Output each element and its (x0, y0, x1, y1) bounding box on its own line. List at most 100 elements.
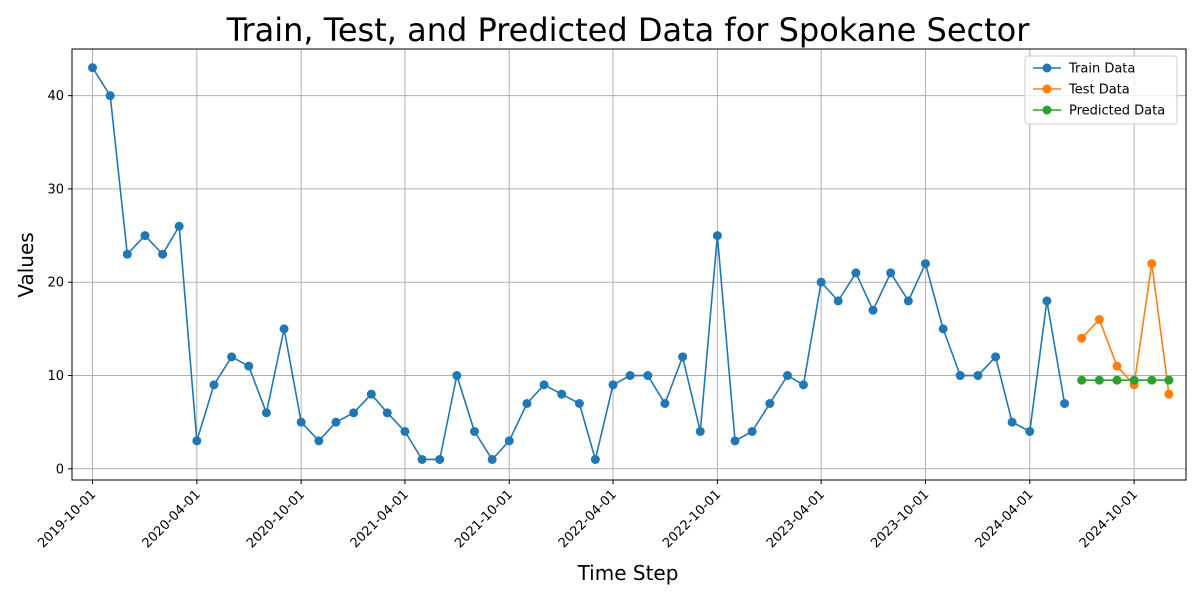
x-tick-label: 2022-04-01 (556, 487, 620, 551)
data-point (816, 277, 826, 287)
legend-marker (1042, 105, 1052, 115)
data-point (417, 454, 427, 464)
data-point (140, 231, 150, 241)
legend-entry: Train Data (1033, 62, 1135, 77)
data-point (625, 371, 635, 381)
series-0 (88, 63, 1070, 464)
data-point (469, 426, 479, 436)
data-point (798, 380, 808, 390)
data-point (903, 296, 913, 306)
data-point (1112, 375, 1122, 385)
data-point (382, 408, 392, 418)
data-point (244, 361, 254, 371)
data-point (192, 436, 202, 446)
data-point (1129, 375, 1139, 385)
data-point (1042, 296, 1052, 306)
data-point (1147, 259, 1157, 269)
data-point (557, 389, 567, 399)
data-point (1094, 315, 1104, 325)
data-point (695, 426, 705, 436)
legend-frame (1024, 55, 1178, 125)
data-point (886, 268, 896, 278)
data-point (938, 324, 948, 334)
y-tick-label: 10 (47, 369, 64, 384)
data-point (209, 380, 219, 390)
data-point (314, 436, 324, 446)
x-tick-label: 2020-04-01 (140, 487, 204, 551)
data-point (590, 454, 600, 464)
data-point (574, 399, 584, 409)
legend: Train Data Test Data Predicted Data (1024, 55, 1178, 125)
data-point (452, 371, 462, 381)
plot-series (88, 63, 1174, 464)
data-point (1147, 375, 1157, 385)
data-point (88, 63, 98, 73)
data-point (608, 380, 618, 390)
data-point (1077, 375, 1087, 385)
data-point (660, 399, 670, 409)
data-point (851, 268, 861, 278)
data-point (105, 91, 115, 101)
data-point (747, 426, 757, 436)
data-point (487, 454, 497, 464)
data-point (765, 399, 775, 409)
data-point (349, 408, 359, 418)
data-point (920, 259, 930, 269)
y-axis-label: Values (14, 232, 38, 297)
x-axis-label: Time Step (577, 561, 679, 585)
legend-entry: Test Data (1033, 83, 1130, 98)
legend-label: Test Data (1068, 83, 1130, 98)
axis-ticks: 0 10 20 30 40 2019-10-01 2020-04-01 2020-10-01 2… (35, 89, 1141, 551)
data-point (522, 399, 532, 409)
data-point (1164, 375, 1174, 385)
x-tick-label: 2021-04-01 (348, 487, 412, 551)
data-point (366, 389, 376, 399)
legend-marker (1042, 84, 1052, 94)
data-point (261, 408, 271, 418)
data-point (1094, 375, 1104, 385)
x-tick-label: 2023-10-01 (868, 487, 932, 551)
data-point (991, 352, 1001, 362)
x-tick-label: 2024-10-01 (1077, 487, 1141, 551)
data-point (1077, 333, 1087, 343)
data-point (973, 371, 983, 381)
data-point (174, 221, 184, 231)
x-tick-label: 2023-04-01 (764, 487, 828, 551)
legend-entry: Predicted Data (1033, 104, 1165, 119)
data-point (955, 371, 965, 381)
y-tick-label: 40 (47, 89, 64, 104)
data-point (158, 249, 168, 259)
data-point (296, 417, 306, 427)
data-point (1164, 389, 1174, 399)
data-point (227, 352, 237, 362)
data-point (868, 305, 878, 315)
data-point (730, 436, 740, 446)
data-point (1112, 361, 1122, 371)
x-tick-label: 2019-10-01 (35, 487, 99, 551)
series-line (1081, 262, 1170, 395)
data-point (1060, 399, 1070, 409)
data-point (782, 371, 792, 381)
data-point (400, 426, 410, 436)
data-point (504, 436, 514, 446)
y-tick-label: 0 (56, 462, 64, 477)
data-point (122, 249, 132, 259)
grid-lines (72, 49, 1186, 480)
data-point (539, 380, 549, 390)
legend-marker (1042, 63, 1052, 73)
data-point (833, 296, 843, 306)
data-point (279, 324, 289, 334)
data-point (1007, 417, 1017, 427)
data-point (1025, 426, 1035, 436)
data-point (712, 231, 722, 241)
y-tick-label: 20 (47, 276, 64, 291)
plot-frame (71, 48, 1187, 481)
legend-label: Predicted Data (1069, 104, 1165, 119)
series-2 (1077, 375, 1174, 385)
chart-title: Train, Test, and Predicted Data for Spok… (226, 11, 1031, 49)
x-tick-label: 2020-10-01 (244, 487, 308, 551)
legend-label: Train Data (1068, 62, 1135, 77)
y-tick-label: 30 (47, 182, 64, 197)
data-point (643, 371, 653, 381)
